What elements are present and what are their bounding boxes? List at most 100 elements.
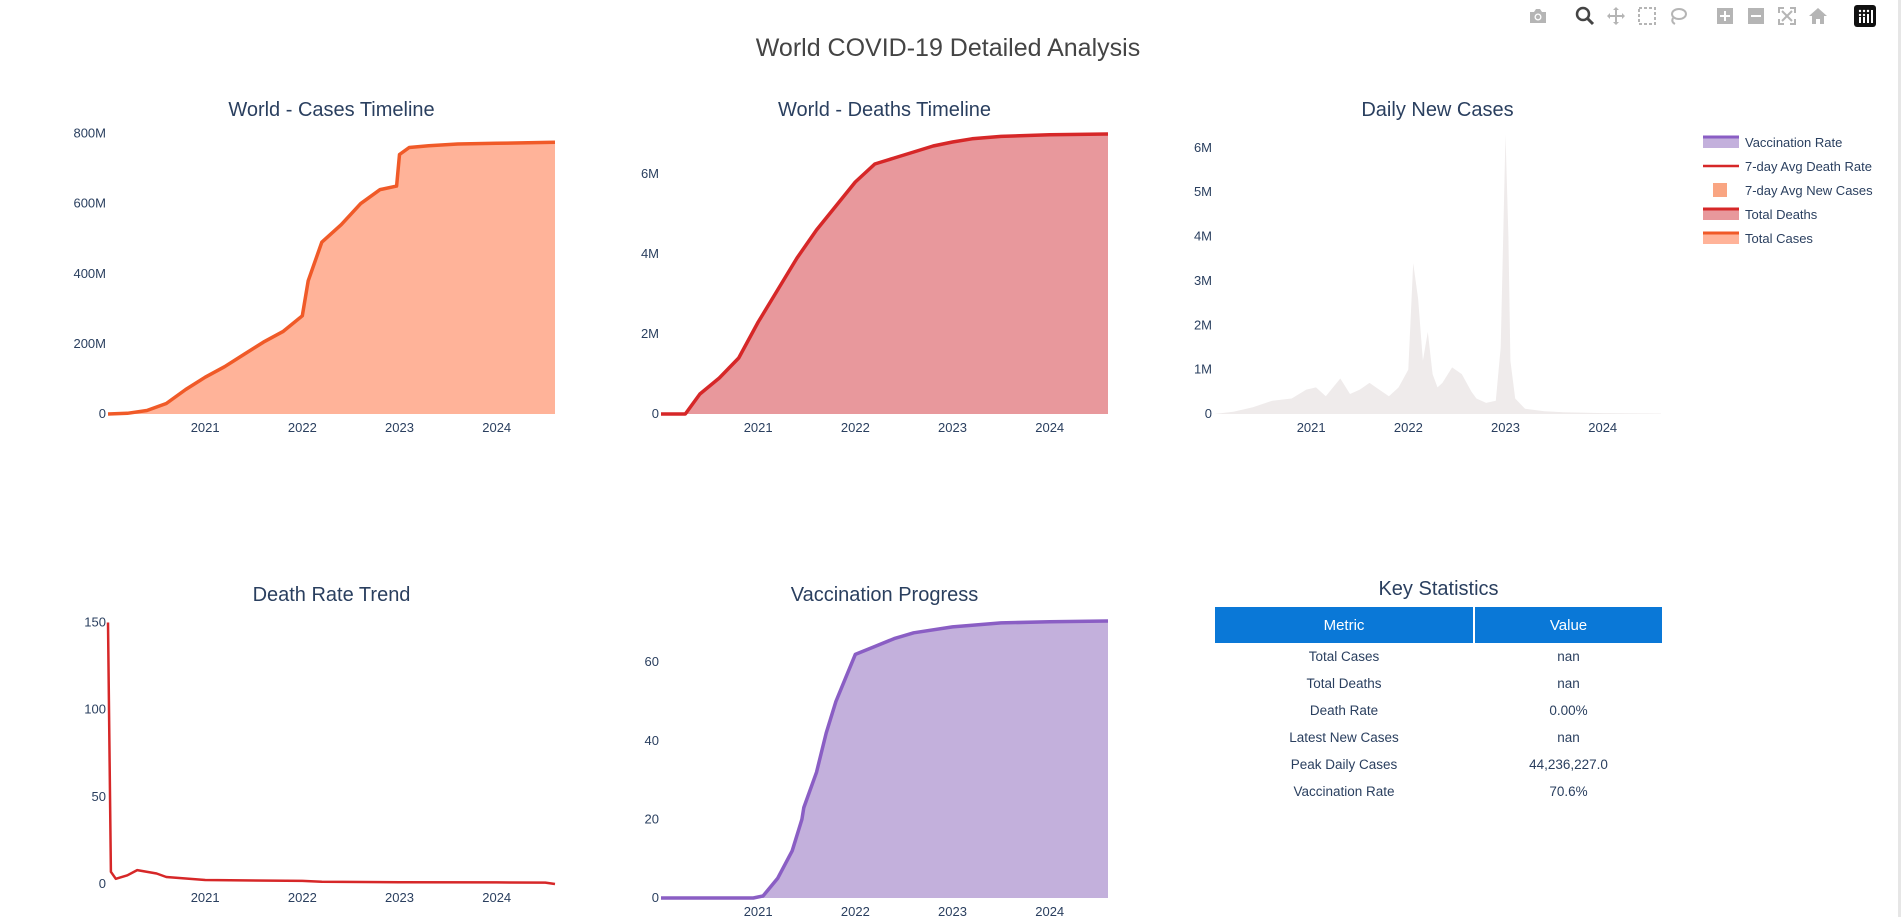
metric-cell: Vaccination Rate	[1293, 784, 1395, 799]
y-tick-label: 0	[99, 876, 106, 891]
stats-header-row: Metric Value	[1215, 607, 1662, 643]
y-tick-label: 60	[645, 654, 659, 669]
legend-label: Total Deaths	[1745, 207, 1818, 222]
x-tick-label: 2021	[1297, 420, 1326, 435]
x-tick-label: 2022	[841, 904, 870, 917]
camera-icon[interactable]	[1525, 3, 1550, 28]
scrollbar[interactable]	[1898, 0, 1901, 917]
y-tick-label: 4M	[1194, 229, 1212, 244]
value-cell: 70.6%	[1549, 784, 1588, 799]
y-tick-label: 0	[99, 406, 106, 421]
metric-cell: Peak Daily Cases	[1290, 757, 1398, 772]
x-tick-label: 2022	[1394, 420, 1423, 435]
rate-chart: Death Rate Trend 0 50 100 150 2021 2022 2023 202…	[84, 584, 556, 905]
x-tick-label: 2024	[1035, 420, 1064, 435]
x-tick-label: 2021	[744, 420, 773, 435]
y-tick-label: 50	[92, 789, 106, 804]
y-tick-label: 600M	[73, 196, 106, 211]
table-row: Peak Daily Cases 44,236,227.0	[1215, 751, 1662, 778]
x-tick-label: 2022	[841, 420, 870, 435]
value-cell: nan	[1557, 649, 1580, 664]
cases-chart: World - Cases Timeline 0 200M 400M 600M 800M 2…	[73, 99, 556, 435]
autoscale-icon[interactable]	[1774, 3, 1799, 28]
y-tick-label: 6M	[1194, 140, 1212, 155]
x-tick-label: 2021	[191, 420, 220, 435]
y-tick-label: 2M	[1194, 317, 1212, 332]
x-tick-label: 2024	[482, 890, 511, 905]
zoom-icon[interactable]	[1572, 3, 1597, 28]
x-tick-label: 2021	[744, 904, 773, 917]
legend-swatch	[1703, 208, 1739, 220]
chart-title: Vaccination Progress	[791, 584, 979, 606]
y-tick-label: 400M	[73, 266, 106, 281]
key-statistics-title: Key Statistics	[1378, 578, 1499, 600]
value-cell: 44,236,227.0	[1529, 757, 1608, 772]
chart-title: World - Deaths Timeline	[778, 99, 991, 121]
table-row: Total Deaths nan	[1215, 670, 1662, 697]
zoom-out-icon[interactable]	[1743, 3, 1768, 28]
y-tick-label: 2M	[641, 326, 659, 341]
deaths-chart: World - Deaths Timeline 0 2M 4M 6M 2021 2022 20…	[641, 99, 1109, 435]
plotly-logo-icon[interactable]	[1852, 3, 1877, 28]
box-select-icon[interactable]	[1634, 3, 1659, 28]
metric-cell: Total Cases	[1308, 649, 1380, 664]
y-tick-label: 150	[84, 614, 106, 629]
legend-item: Total Deaths	[1703, 207, 1818, 222]
x-tick-label: 2021	[191, 890, 220, 905]
plot-toolbar	[1525, 3, 1877, 28]
vacc-chart: Vaccination Progress 0 20 40 60 2021 2022 2023 2…	[645, 584, 1109, 917]
legend-swatch	[1703, 136, 1739, 148]
y-tick-label: 3M	[1194, 273, 1212, 288]
pan-icon[interactable]	[1603, 3, 1628, 28]
x-tick-label: 2023	[938, 904, 967, 917]
x-tick-label: 2023	[385, 890, 414, 905]
y-tick-label: 40	[645, 733, 659, 748]
metric-cell: Death Rate	[1309, 703, 1379, 718]
legend-swatch	[1713, 183, 1727, 197]
chart-title: Daily New Cases	[1361, 99, 1513, 121]
value-cell: nan	[1557, 730, 1580, 745]
legend-label: 7-day Avg New Cases	[1745, 183, 1873, 198]
value-cell: nan	[1557, 676, 1580, 691]
legend-swatch	[1703, 232, 1739, 244]
legend-label: Total Cases	[1745, 231, 1813, 246]
x-tick-label: 2023	[938, 420, 967, 435]
y-tick-label: 5M	[1194, 184, 1212, 199]
legend-item: 7-day Avg New Cases	[1713, 183, 1873, 198]
header-value: Value	[1475, 607, 1662, 643]
x-tick-label: 2024	[1588, 420, 1617, 435]
header-metric: Metric	[1215, 607, 1474, 643]
y-tick-label: 0	[652, 890, 659, 905]
page-title: World COVID-19 Detailed Analysis	[755, 34, 1141, 62]
legend-item: Total Cases	[1703, 231, 1813, 246]
reset-axes-icon[interactable]	[1805, 3, 1830, 28]
x-tick-label: 2023	[1491, 420, 1520, 435]
deaths-area	[661, 134, 1108, 414]
table-row: Latest New Cases nan	[1215, 724, 1662, 751]
y-tick-label: 800M	[73, 126, 106, 141]
chart-title: World - Cases Timeline	[228, 99, 434, 121]
y-tick-label: 200M	[73, 336, 106, 351]
zoom-in-icon[interactable]	[1712, 3, 1737, 28]
value-cell: 0.00%	[1549, 703, 1588, 718]
key-statistics-table: Key Statistics Metric Value Total Cases n…	[1213, 578, 1664, 805]
table-row: Total Cases nan	[1215, 643, 1662, 670]
table-row: Death Rate 0.00%	[1215, 697, 1662, 724]
y-tick-label: 6M	[641, 166, 659, 181]
rate-line	[106, 622, 556, 886]
legend-label: 7-day Avg Death Rate	[1745, 159, 1872, 174]
y-tick-label: 100	[84, 702, 106, 717]
x-tick-label: 2022	[288, 420, 317, 435]
x-tick-label: 2024	[1035, 904, 1064, 917]
legend-item: Vaccination Rate	[1703, 135, 1842, 150]
vacc-line	[661, 619, 1109, 900]
y-tick-label: 0	[1205, 406, 1212, 421]
deaths-line	[661, 132, 1109, 416]
daily-area	[1214, 134, 1661, 414]
y-tick-label: 20	[645, 811, 659, 826]
legend-item: 7-day Avg Death Rate	[1703, 159, 1872, 174]
legend-label: Vaccination Rate	[1745, 135, 1842, 150]
lasso-select-icon[interactable]	[1665, 3, 1690, 28]
x-tick-label: 2024	[482, 420, 511, 435]
